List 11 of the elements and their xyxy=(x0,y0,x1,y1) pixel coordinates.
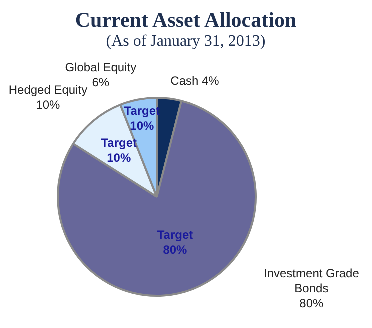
text: Target 10% xyxy=(101,136,138,166)
chart-title: Current Asset Allocation xyxy=(74,8,298,32)
slice-label: Global Equity xyxy=(65,60,137,74)
slice-label: Investment Grade Bonds xyxy=(264,266,360,296)
slice-label: Hedged Equity xyxy=(8,82,88,97)
data-label: 80% xyxy=(300,296,324,311)
slice-label: Cash 4% xyxy=(170,74,220,88)
text: Target 80% xyxy=(157,228,194,257)
data-label: 6% xyxy=(92,75,110,90)
data-label: 10% xyxy=(36,98,61,112)
chart-subtitle: (As of January 31, 2013) xyxy=(105,32,267,52)
